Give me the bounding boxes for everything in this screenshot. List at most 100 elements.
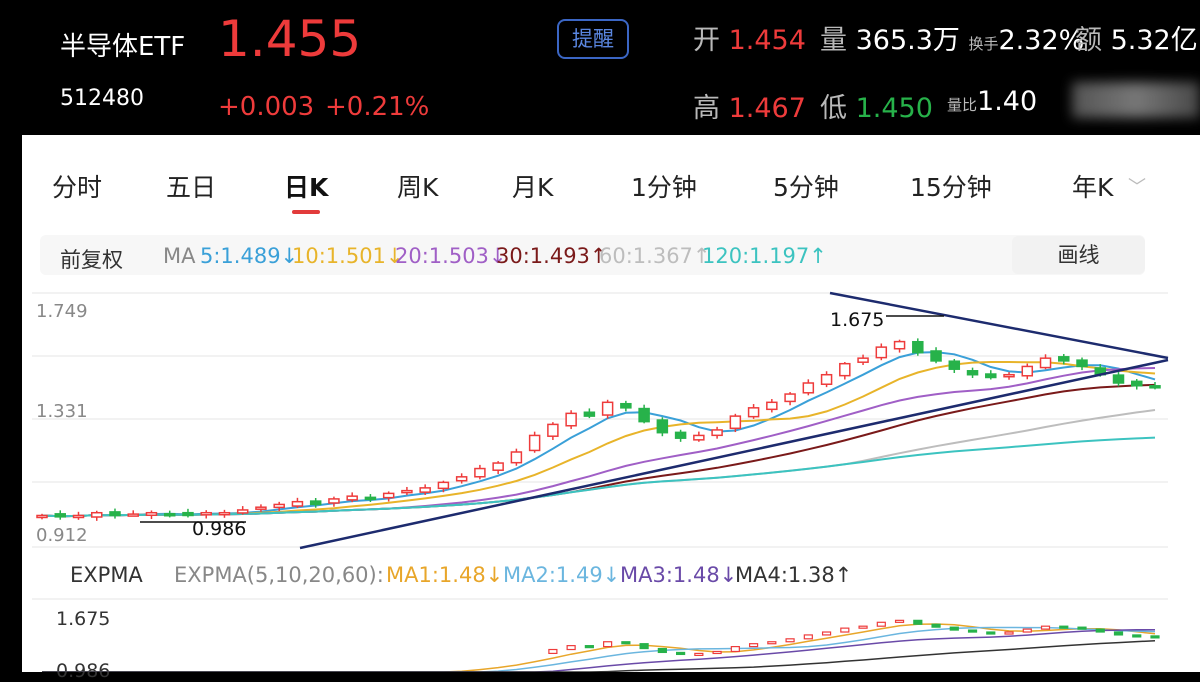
candle-up — [474, 467, 486, 478]
expma-candle-up — [858, 625, 868, 629]
ma60-line — [41, 409, 1156, 518]
volume-label: 量 — [820, 25, 847, 56]
candle-up — [1003, 373, 1015, 378]
turnover-label: 换手 — [968, 35, 999, 53]
expma-candle-down — [1113, 631, 1124, 636]
adjust-mode-label[interactable]: 前复权 — [60, 248, 123, 272]
candle-up — [729, 415, 742, 430]
candle-up — [346, 495, 358, 501]
draw-line-button[interactable]: 画线 — [1012, 236, 1145, 274]
expma-candle-up — [785, 638, 795, 643]
expma-candle-down — [1150, 635, 1160, 639]
candle-up — [72, 514, 85, 519]
tab-5-minute[interactable]: 5分钟 — [773, 173, 839, 202]
expma-ma1-line — [42, 623, 1156, 672]
expma-candle-down — [1095, 628, 1105, 633]
candle-down — [109, 511, 121, 517]
expma-candle-up — [694, 652, 704, 657]
axis-bottom-label: 0.912 — [36, 525, 88, 546]
expma-candle-down — [967, 629, 978, 633]
expma-candle-up — [894, 619, 905, 623]
tab-intraday[interactable]: 分时 — [52, 173, 103, 202]
tab-yearly-k[interactable]: 年K — [1072, 173, 1114, 202]
axis-top-label: 1.749 — [36, 301, 88, 322]
candle-down — [1112, 374, 1125, 384]
expma-candle-up — [1004, 631, 1014, 635]
candle-up — [382, 492, 395, 499]
candle-down — [966, 370, 979, 376]
chevron-down-icon[interactable]: ﹀ — [1128, 177, 1146, 198]
candle-up — [437, 481, 450, 490]
candle-down — [163, 512, 176, 517]
vol-ratio-value: 1.40 — [977, 86, 1038, 117]
last-price: 1.455 — [218, 10, 362, 68]
turnover-value: 2.32% — [998, 25, 1085, 56]
tab-1-minute[interactable]: 1分钟 — [631, 173, 697, 202]
candle-up — [820, 373, 833, 385]
candle-up — [90, 511, 103, 518]
tab-five-day[interactable]: 五日 — [166, 173, 217, 202]
low-value: 1.450 — [855, 93, 933, 124]
candle-up — [200, 511, 212, 516]
candle-up — [893, 340, 906, 350]
candle-down — [656, 419, 669, 434]
ma-prefix: MA — [163, 244, 196, 268]
candle-down — [1131, 380, 1143, 387]
expma-candle-down — [1132, 634, 1142, 638]
candle-down — [309, 500, 322, 506]
candle-up — [236, 509, 249, 514]
candle-up — [601, 401, 614, 416]
expma-candle-up — [1040, 625, 1051, 630]
low-stat: 低 1.450 — [820, 86, 933, 125]
candle-down — [54, 513, 66, 518]
expma-candle-down — [639, 643, 649, 650]
expma-candle-down — [1059, 625, 1069, 629]
candle-up — [255, 506, 267, 510]
open-stat: 开 1.454 — [693, 18, 806, 57]
candle-up — [565, 412, 577, 427]
tab-15-minute[interactable]: 15分钟 — [910, 173, 992, 202]
expma-candle-up — [712, 650, 722, 655]
expma-ma2-value: MA2:1.49↓ — [503, 563, 621, 587]
expma-candle-down — [621, 641, 631, 645]
tab-weekly-k[interactable]: 周K — [397, 173, 439, 202]
candle-up — [1021, 365, 1034, 377]
candle-up — [802, 382, 815, 394]
expma-ma3-value: MA3:1.48↓ — [620, 563, 738, 587]
expma-candle-down — [584, 645, 594, 649]
expma-candle-down — [913, 619, 923, 625]
expma-candle-up — [821, 631, 832, 636]
price-change-pct: +0.21% — [325, 92, 430, 122]
tab-daily-k[interactable]: 日K — [284, 173, 329, 202]
expma-ma1-value: MA1:1.48↓ — [386, 563, 504, 587]
candle-up — [401, 489, 413, 494]
ma-20-value: 20:1.503↓ — [395, 244, 507, 268]
candle-down — [583, 411, 596, 417]
ma20-line — [41, 367, 1156, 518]
quote-header: 半导体ETF 512480 1.455 +0.003 +0.21% 提醒 开 1… — [0, 0, 1200, 135]
low-label: 低 — [820, 93, 847, 124]
trendline-resistance — [829, 291, 1169, 360]
candle-up — [273, 503, 285, 509]
annotation-high-label: 1.675 — [830, 309, 885, 331]
expma-params: EXPMA(5,10,20,60): — [174, 563, 384, 587]
ma-120-value: 120:1.197↑ — [702, 244, 827, 268]
expma-ma4-value: MA4:1.38↑ — [735, 563, 853, 587]
expma-candle-up — [767, 641, 777, 645]
expma-candle-up — [548, 648, 558, 655]
expma-candle-down — [657, 647, 667, 654]
ma10-line — [41, 361, 1156, 518]
security-code: 512480 — [60, 86, 144, 111]
alert-button[interactable]: 提醒 — [557, 19, 629, 59]
candle-up — [127, 513, 139, 517]
ma-10-value: 10:1.501↓ — [292, 244, 404, 268]
candle-up — [784, 393, 796, 403]
amount-value: 5.32亿 — [1110, 25, 1198, 56]
ma30-line — [41, 383, 1156, 518]
price-change: +0.003 — [218, 92, 315, 122]
expma-candle-down — [1077, 626, 1087, 630]
tab-monthly-k[interactable]: 月K — [512, 173, 554, 202]
high-value: 1.467 — [728, 93, 806, 124]
open-value: 1.454 — [728, 25, 806, 56]
